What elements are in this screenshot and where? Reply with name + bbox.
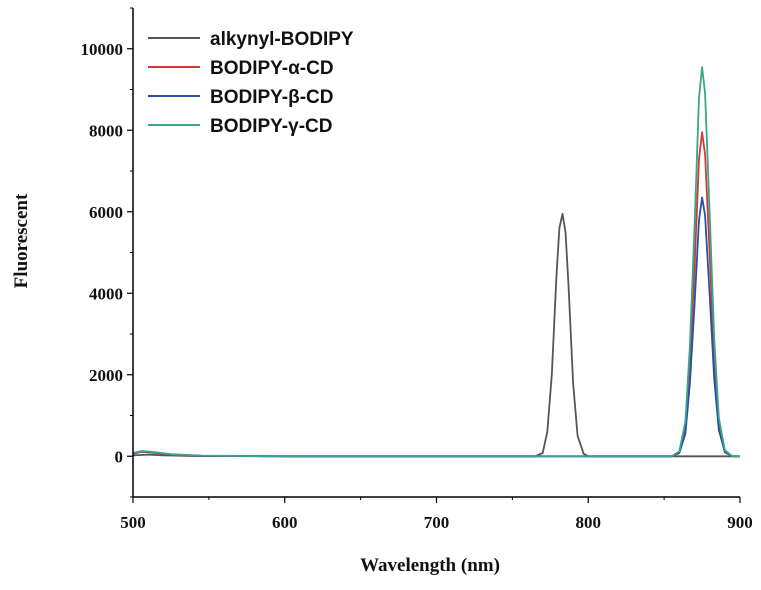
legend-label-3: BODIPY-β-CD [210, 87, 334, 108]
series-line-2 [132, 131, 740, 458]
y-tick-label: 4000 [89, 284, 123, 303]
y-tick-label: 8000 [89, 121, 123, 140]
y-axis-title: Fluorescent [11, 193, 32, 288]
series-line-4 [132, 66, 740, 458]
y-tick-label: 0 [115, 447, 124, 466]
plot-series [132, 66, 740, 458]
axes [132, 8, 740, 498]
x-tick-label: 500 [120, 513, 146, 532]
series-line-1 [132, 212, 740, 458]
x-tick-label: 700 [424, 513, 450, 532]
legend: alkynyl-BODIPY BODIPY-α-CD BODIPY-β-CD BODI… [148, 29, 354, 137]
legend-label-2: BODIPY-α-CD [210, 58, 334, 79]
x-tick-label: 800 [576, 513, 602, 532]
series-line-3 [132, 196, 740, 458]
legend-label-4: BODIPY-γ-CD [210, 116, 332, 137]
x-tick-label: 600 [272, 513, 298, 532]
x-tick-label: 900 [727, 513, 753, 532]
x-axis-title: Wavelength (nm) [360, 555, 500, 576]
ticks: 500 600 700 800 900 0 2000 4000 6000 8000 10000 [81, 7, 753, 532]
y-tick-label: 6000 [89, 203, 123, 222]
y-tick-label: 2000 [89, 366, 123, 385]
y-tick-label: 10000 [81, 40, 124, 59]
legend-label-1: alkynyl-BODIPY [210, 29, 354, 50]
